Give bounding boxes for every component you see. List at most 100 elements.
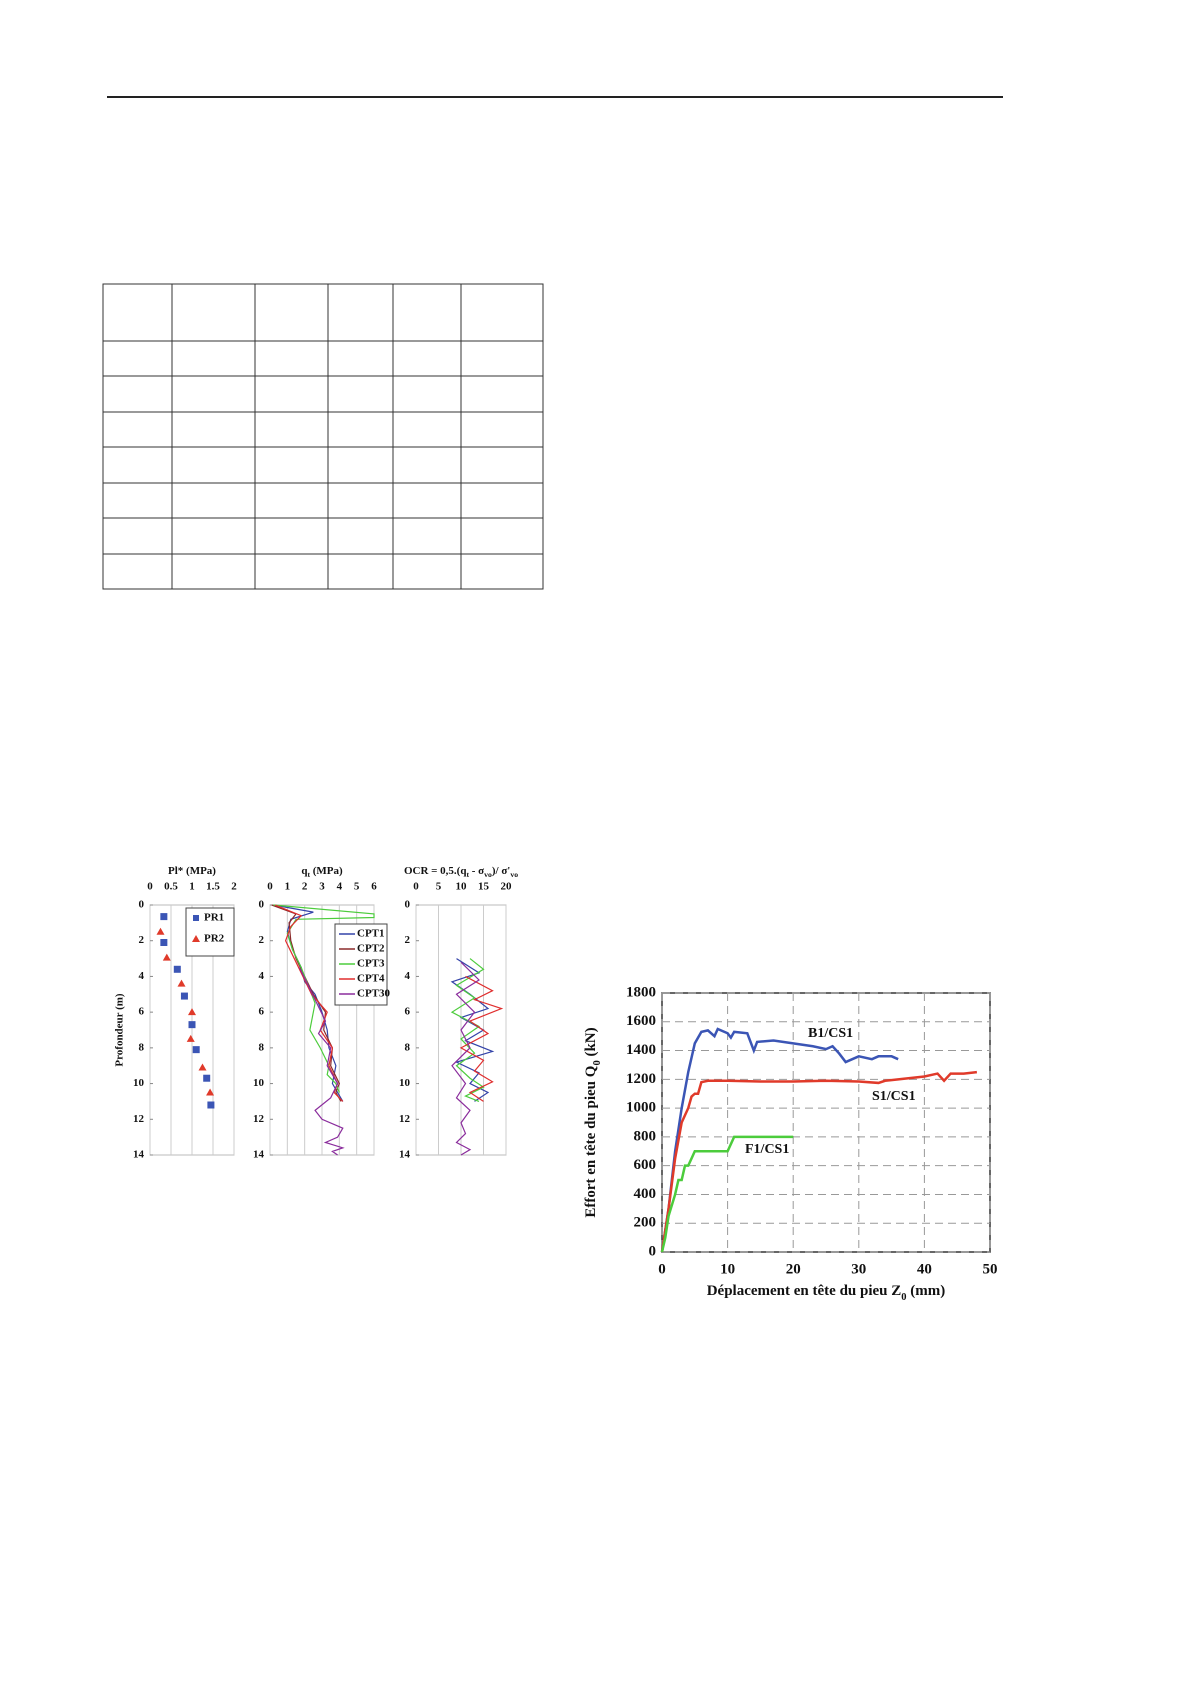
marker xyxy=(188,1008,196,1016)
y-tick-label: 10 xyxy=(253,1077,265,1089)
marker xyxy=(160,913,168,921)
x-tick-label: 0 xyxy=(413,881,419,893)
y-tick-label: 14 xyxy=(399,1149,411,1161)
text-part: 0 xyxy=(901,1292,906,1303)
panel-title: qt (MPa) xyxy=(301,865,343,880)
legend-marker xyxy=(193,915,199,921)
y-tick-label: 12 xyxy=(253,1113,265,1125)
y-tick-label: 2 xyxy=(259,934,265,946)
y-tick-label: 12 xyxy=(399,1113,411,1125)
text-part: q xyxy=(301,865,308,877)
text-part: t xyxy=(466,870,469,879)
series-line xyxy=(450,958,485,1102)
y-tick-label: 2 xyxy=(139,934,145,946)
series-line xyxy=(660,1135,794,1253)
x-tick-label: 0.5 xyxy=(164,881,178,893)
marker xyxy=(198,1063,207,1071)
x-tick-label: 1.5 xyxy=(206,881,220,893)
x-tick-label: 2 xyxy=(302,881,308,893)
x-tick-label: 1 xyxy=(285,881,291,893)
y-tick-label: 8 xyxy=(259,1041,265,1053)
y-tick-label: 0 xyxy=(139,899,145,911)
y-tick-label: 6 xyxy=(405,1006,411,1018)
text-part: OCR = 0,5.(q xyxy=(404,865,467,877)
marker xyxy=(177,979,186,987)
series-line xyxy=(459,975,504,1102)
y-tick-label: 400 xyxy=(634,1186,657,1202)
y-tick-label: 0 xyxy=(649,1243,657,1259)
empty-table xyxy=(102,283,544,590)
marker xyxy=(186,1034,195,1042)
x-tick-label: 20 xyxy=(786,1261,801,1277)
x-tick-label: 1 xyxy=(189,881,195,893)
series-line xyxy=(660,1070,978,1253)
x-tick-label: 3 xyxy=(319,881,325,893)
y-tick-label: 10 xyxy=(399,1077,411,1089)
marker xyxy=(173,965,181,973)
legend-label: PR1 xyxy=(204,912,224,924)
text-part: Pl* (MPa) xyxy=(168,865,216,877)
y-tick-label: 0 xyxy=(405,899,411,911)
y-tick-label: 1600 xyxy=(626,1013,656,1029)
panel-title: Pl* (MPa) xyxy=(168,865,216,877)
x-tick-label: 10 xyxy=(456,881,468,893)
y-tick-label: 4 xyxy=(139,970,145,982)
y-axis-label: Profondeur (m) xyxy=(114,993,126,1067)
y-tick-label: 2 xyxy=(405,934,411,946)
series-line xyxy=(274,904,344,1102)
marker xyxy=(162,953,171,961)
x-tick-label: 30 xyxy=(851,1261,866,1277)
panel-title: OCR = 0,5.(qt - σvo)/ σ'vo xyxy=(404,865,518,880)
marker xyxy=(192,1046,200,1054)
x-tick-label: 0 xyxy=(658,1261,666,1277)
annotation: S1/CS1 xyxy=(872,1089,916,1104)
annotation: B1/CS1 xyxy=(808,1026,853,1041)
marker xyxy=(180,992,188,1000)
figure-panel: 0 0.5 1 1.5 2 0 2 4 6 8 10 12 14 Pl* (MPa) Profondeur … xyxy=(114,865,238,1161)
annotation: F1/CS1 xyxy=(745,1142,789,1157)
text-part: 0 xyxy=(592,1060,603,1065)
y-axis-label: Effort en tête du pieu Q0 (kN) xyxy=(583,1027,602,1217)
legend-label: CPT4 xyxy=(357,973,385,985)
y-tick-label: 14 xyxy=(253,1149,265,1161)
y-tick-label: 6 xyxy=(139,1006,145,1018)
y-tick-label: 8 xyxy=(405,1041,411,1053)
text-part: (kN) xyxy=(583,1027,599,1060)
x-tick-label: 0 xyxy=(147,881,153,893)
legend-marker xyxy=(192,935,200,942)
y-tick-label: 600 xyxy=(634,1157,657,1173)
text-part: (mm) xyxy=(907,1283,946,1299)
legend-label: PR2 xyxy=(204,933,225,945)
y-tick-label: 0 xyxy=(259,899,265,911)
x-tick-label: 40 xyxy=(917,1261,932,1277)
y-tick-label: 14 xyxy=(133,1149,145,1161)
marker xyxy=(207,1101,215,1109)
x-axis-label: Déplacement en tête du pieu Z0 (mm) xyxy=(707,1283,946,1302)
text-part: Effort en tête du pieu Q xyxy=(583,1065,599,1217)
x-tick-label: 2 xyxy=(231,881,237,893)
y-tick-label: 1000 xyxy=(626,1100,656,1116)
marker xyxy=(160,939,168,946)
marker xyxy=(206,1088,215,1096)
legend-label: CPT2 xyxy=(357,943,385,955)
x-tick-label: 20 xyxy=(501,881,513,893)
y-tick-label: 8 xyxy=(139,1041,145,1053)
y-tick-label: 1800 xyxy=(626,984,656,1000)
y-tick-label: 4 xyxy=(259,970,265,982)
y-tick-label: 6 xyxy=(259,1006,265,1018)
series-line xyxy=(660,1027,899,1253)
x-tick-label: 10 xyxy=(720,1261,735,1277)
figure-panel: 0 10 20 30 40 50 0 200 400 600 800 1000 1200 1400 1600… xyxy=(583,984,997,1302)
y-tick-label: 1200 xyxy=(626,1071,656,1087)
y-tick-label: 12 xyxy=(133,1113,145,1125)
series-line xyxy=(450,958,495,1102)
text-part: - σ xyxy=(469,865,484,877)
y-tick-label: 10 xyxy=(133,1077,145,1089)
x-tick-label: 4 xyxy=(337,881,343,893)
x-tick-label: 0 xyxy=(267,881,273,893)
text-part: vo xyxy=(484,870,492,879)
